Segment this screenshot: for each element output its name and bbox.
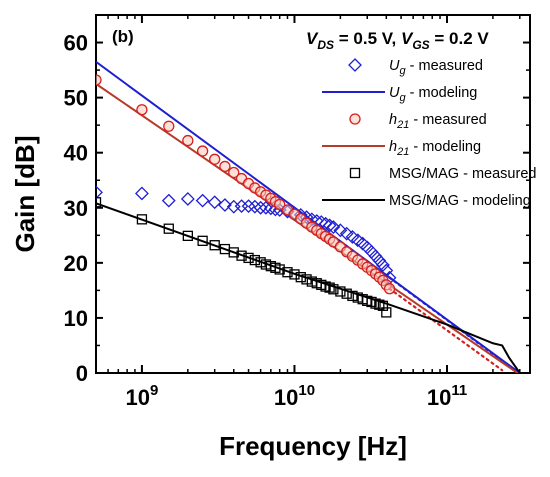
h-21-measured-point <box>383 283 396 295</box>
h-21-measured-point <box>219 160 231 173</box>
u-g-measured-point <box>253 200 268 215</box>
y-tick-label: 20 <box>64 251 88 276</box>
x-tick-label: 1010 <box>274 382 315 410</box>
msg-mag-measured-point <box>249 254 261 266</box>
series-layer <box>96 61 521 373</box>
u-g-measured-point <box>207 195 222 210</box>
msg-mag-measured-point <box>295 272 306 283</box>
u-g-measured-point <box>339 226 354 241</box>
h-21-measured-point <box>196 145 209 157</box>
u-g-measured-point <box>96 185 103 200</box>
u-g-measured-point <box>326 220 341 234</box>
msg-mag-measured-point <box>197 235 208 246</box>
h-21-measured-point <box>136 104 148 116</box>
msg-mag-modeling-legend-label: MSG/MAG - modeling <box>389 193 531 209</box>
u-g-measured-point <box>322 218 337 233</box>
y-tick-label: 40 <box>64 141 88 166</box>
msg-mag-measured-point <box>96 197 102 208</box>
plot-frame-rect <box>95 14 531 374</box>
msg-mag-measured-point <box>374 299 385 310</box>
u-g-measured-point <box>161 193 176 208</box>
h-21-measured-point <box>96 74 102 86</box>
h-21-measured-point <box>274 198 286 211</box>
msg-mag-measured-point <box>228 247 239 258</box>
msg-mag-measured-point <box>347 290 358 302</box>
h-21-measured-point <box>228 166 240 179</box>
bias-condition-label: VDS = 0.5 V, VGS = 0.2 V <box>306 29 489 52</box>
u-g-measured-point <box>217 198 232 212</box>
msg-mag-measured-point <box>381 307 392 318</box>
u-g-measured-legend-marker <box>348 58 362 72</box>
y-tick-label: 60 <box>64 31 88 56</box>
u-g-measured-point <box>241 199 256 214</box>
u-g-measured-legend-label: Ug - measured <box>389 58 483 77</box>
msg-mag-measured-point <box>377 300 389 311</box>
msg-mag-measured-point <box>324 282 335 293</box>
msg-mag-modeling-line <box>96 202 521 373</box>
plot-area <box>96 61 521 373</box>
msg-mag-measured-point <box>182 230 193 242</box>
annotations-layer: (b) VDS = 0.5 V, VGS = 0.2 V <box>112 27 489 52</box>
u-g-modeling-extrapolated--line <box>388 276 509 366</box>
msg-mag-measured-point <box>328 284 339 295</box>
h-21-measured-point <box>182 134 194 147</box>
y-tick-label: 0 <box>76 361 88 386</box>
u-g-measured-point <box>360 240 375 255</box>
h-21-measured-legend-marker <box>349 113 361 125</box>
msg-mag-measured-point <box>163 223 174 234</box>
msg-mag-measured-point <box>370 298 381 309</box>
msg-mag-measured-point <box>255 257 266 268</box>
u-g-modeling-legend-label: Ug - modeling <box>389 85 477 104</box>
x-tick-label: 1011 <box>427 382 467 410</box>
msg-mag-measured-point <box>274 264 285 275</box>
u-g-measured-point <box>368 249 383 264</box>
msg-mag-measured-point <box>209 240 220 251</box>
msg-mag-measured-point <box>341 288 352 299</box>
h-21-modeling-extrapolated--line <box>388 287 504 372</box>
axes-layer: 0 10 20 30 40 50 60 109 1010 1011 Frequency [Hz] Ga… <box>10 14 530 461</box>
msg-mag-measured-legend-marker <box>349 167 361 179</box>
msg-mag-measured-point <box>136 214 148 225</box>
x-tick-label: 109 <box>126 382 159 410</box>
u-g-measured-point <box>372 253 387 268</box>
u-g-measured-point <box>259 200 273 215</box>
h-21-modeling-legend-label: h21 - modeling <box>389 139 481 158</box>
u-g-measured-point <box>375 258 390 272</box>
legend: Ug - measured Ug - modeling h21 - measured… <box>322 58 536 209</box>
x-axis-title: Frequency [Hz] <box>219 431 407 461</box>
msg-mag-measured-legend-label: MSG/MAG - measured <box>389 166 536 182</box>
msg-mag-measured-point <box>282 267 293 278</box>
msg-mag-measured-point <box>335 286 346 297</box>
plot-frame <box>95 14 531 374</box>
h-21-measured-point <box>163 120 175 132</box>
u-g-measured-point <box>364 244 379 259</box>
u-g-measured-point <box>180 192 195 206</box>
msg-mag-measured-point <box>289 269 300 280</box>
u-g-measured-point <box>195 193 210 208</box>
y-tick-label: 30 <box>64 196 88 221</box>
u-g-measured-point <box>234 199 249 214</box>
u-g-measured-point <box>135 186 149 201</box>
h-21-measured-point <box>209 153 221 165</box>
h-21-measured-legend-label: h21 - measured <box>389 112 487 131</box>
msg-mag-measured-point <box>236 250 247 261</box>
msg-mag-measured-point <box>301 274 312 285</box>
y-tick-label: 10 <box>64 306 88 331</box>
u-g-measured-point <box>247 199 262 214</box>
y-tick-label: 50 <box>64 86 88 111</box>
u-g-measured-point <box>318 216 333 231</box>
panel-label: (b) <box>112 27 134 46</box>
msg-mag-measured-point <box>243 252 254 264</box>
u-g-measured-point <box>333 223 348 238</box>
y-axis-title: Gain [dB] <box>10 136 40 253</box>
